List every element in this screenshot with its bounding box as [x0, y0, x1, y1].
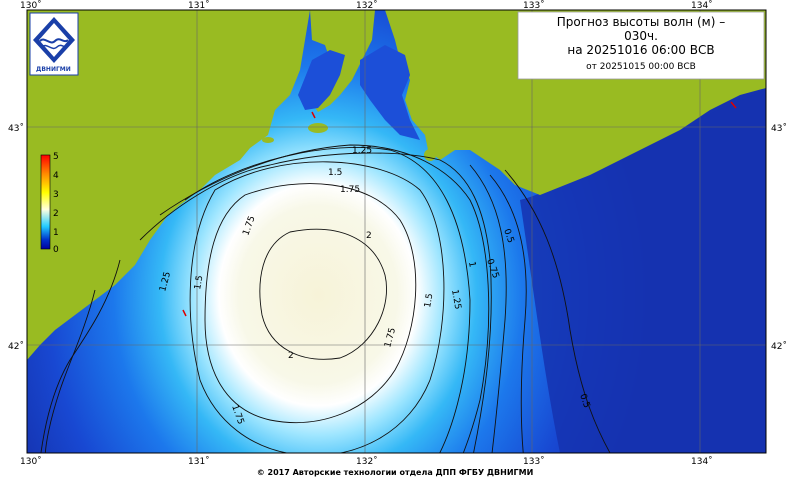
lat-label: 43˚: [771, 123, 787, 134]
contour-lines: [40, 144, 611, 453]
lat-label: 43˚: [8, 123, 24, 134]
contour-label: 1.5: [328, 168, 342, 178]
longitude-labels-bottom: 130˚ 131˚ 132˚ 133˚ 134˚: [20, 456, 713, 467]
contour-label: 0.5: [501, 228, 515, 245]
dvnigmi-logo: ДВНИГМИ: [29, 12, 79, 76]
title-line-1: Прогноз высоты волн (м) –: [557, 15, 725, 29]
bay-ussuri: [360, 45, 420, 140]
island: [308, 123, 328, 133]
lon-label: 131˚: [188, 456, 210, 467]
island: [262, 137, 274, 143]
contour-label: 1.25: [352, 146, 372, 156]
contour-label: 1.5: [423, 293, 435, 309]
colorbar-tick: 4: [53, 171, 59, 181]
graticule: [27, 10, 766, 453]
lon-label: 131˚: [188, 0, 210, 11]
colorbar: [40, 154, 51, 250]
deep-sea-east: [520, 90, 766, 453]
contour-label: 1.5: [193, 275, 205, 291]
title-line-2: 030ч.: [624, 29, 658, 43]
colorbar-legend: 5 4 3 2 1 0: [40, 152, 59, 255]
latitude-labels: 43˚ 42˚ 43˚ 42˚: [8, 123, 787, 352]
lon-label: 134˚: [691, 0, 713, 11]
land-west: [27, 10, 310, 360]
colorbar-tick: 5: [53, 152, 59, 162]
station-marker: [311, 111, 316, 119]
contour-label: 2: [288, 351, 294, 361]
lat-label: 42˚: [771, 341, 787, 352]
copyright-text: © 2017 Авторские технологии отдела ДПП Ф…: [257, 468, 534, 477]
longitude-labels-top: 130˚ 131˚ 132˚ 133˚ 134˚: [20, 0, 713, 11]
colorbar-tick: 1: [53, 228, 59, 238]
colorbar-tick: 3: [53, 190, 59, 200]
wave-icon: [39, 38, 69, 44]
island: [424, 149, 436, 161]
lon-label: 133˚: [523, 0, 545, 11]
station-marker: [730, 101, 737, 109]
bay-amur: [298, 50, 345, 110]
lon-label: 130˚: [20, 456, 42, 467]
contour-label: 0.5: [577, 393, 591, 410]
lon-label: 133˚: [523, 456, 545, 467]
lat-label: 42˚: [8, 341, 24, 352]
title-line-3: на 20251016 06:00 ВСВ: [567, 43, 714, 57]
lon-label: 130˚: [20, 0, 42, 11]
station-marker: [182, 309, 187, 317]
contour-label: 2: [366, 231, 372, 241]
title-line-4: от 20251015 00:00 ВСВ: [586, 62, 696, 72]
title-box: Прогноз высоты волн (м) – 030ч. на 20251…: [517, 11, 765, 80]
lon-label: 132˚: [356, 0, 378, 11]
colorbar-tick: 2: [53, 209, 59, 219]
lon-label: 132˚: [356, 456, 378, 467]
logo-text: ДВНИГМИ: [36, 66, 71, 73]
contour-label: 1.25: [449, 289, 462, 310]
lon-label: 134˚: [691, 456, 713, 467]
map-frame: [26, 9, 767, 454]
contour-label: 1: [466, 261, 477, 268]
contour-label: 1.75: [340, 185, 360, 195]
colorbar-tick: 0: [53, 245, 59, 255]
